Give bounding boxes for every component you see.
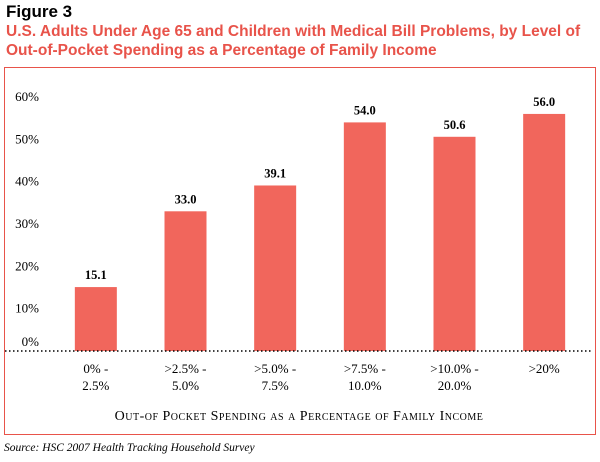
category-labels: 0% - 2.5% >2.5% - 5.0% >5.0% - 7.5% >7.5% - 10.… [82, 361, 560, 393]
source-note: Source: HSC 2007 Health Tracking Househo… [4, 442, 255, 454]
category-label: >7.5% - [344, 361, 386, 376]
bar [164, 211, 207, 351]
category-label: 2.5% [82, 378, 109, 393]
bar [254, 185, 297, 351]
chart-frame: 0% 10% 20% 30% 40% 50% 60% 15.1 33.0 39.1 54.0 50.… [4, 67, 596, 435]
y-axis-ticks: 0% 10% 20% 30% 40% 50% 60% [15, 89, 39, 349]
x-axis-title: Out-of Pocket Spending as a Percentage o… [115, 409, 484, 424]
category-label: >20% [529, 361, 560, 376]
y-tick-label: 60% [15, 89, 39, 104]
category-label: >2.5% - [165, 361, 207, 376]
bar-chart: 0% 10% 20% 30% 40% 50% 60% 15.1 33.0 39.1 54.0 50.… [5, 89, 593, 424]
bars [74, 113, 566, 352]
category-label: 7.5% [262, 378, 289, 393]
data-label: 15.1 [85, 268, 107, 282]
category-label: 0% - [83, 361, 108, 376]
data-label: 33.0 [175, 192, 197, 206]
y-tick-label: 40% [15, 174, 39, 189]
figure-label: Figure 3 [6, 2, 73, 21]
data-label: 39.1 [264, 166, 286, 180]
bar [523, 113, 566, 351]
y-tick-label: 10% [15, 301, 39, 316]
y-tick-label: 30% [15, 216, 39, 231]
y-tick-label: 50% [15, 131, 39, 146]
bar [433, 136, 476, 351]
bar [74, 287, 117, 351]
category-label: 5.0% [172, 378, 199, 393]
category-label: 10.0% [348, 378, 382, 393]
data-labels: 15.1 33.0 39.1 54.0 50.6 56.0 [85, 95, 555, 282]
bar [343, 122, 386, 352]
category-label: 20.0% [438, 378, 472, 393]
data-label: 56.0 [533, 95, 555, 109]
y-tick-label: 0% [22, 334, 40, 349]
data-label: 50.6 [444, 118, 466, 132]
category-label: >10.0% - [430, 361, 479, 376]
data-label: 54.0 [354, 103, 376, 117]
category-label: >5.0% - [254, 361, 296, 376]
y-tick-label: 20% [15, 258, 39, 273]
chart-title: U.S. Adults Under Age 65 and Children wi… [6, 23, 581, 59]
